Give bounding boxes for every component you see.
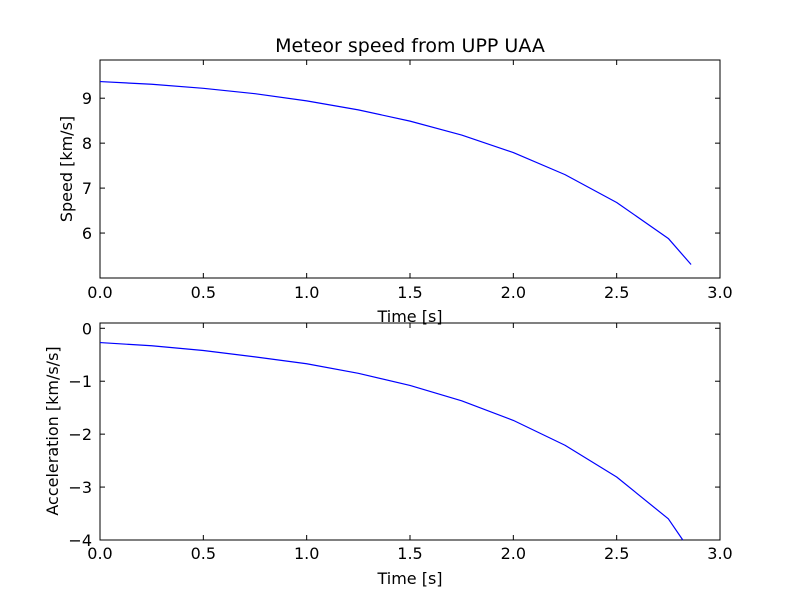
x-tick-label: 3.0 [707, 544, 732, 563]
y-axis-label: Speed [km/s] [57, 116, 76, 222]
speed-chart: 0.0 0.5 1.0 1.5 2.0 2.5 3.0 6 7 8 9 Time [s] Speed [… [57, 35, 733, 326]
x-axis-label: Time [s] [376, 307, 442, 326]
series-line [99, 80, 692, 265]
x-tick-label: 2.0 [501, 283, 526, 302]
x-tick-label: 0.5 [191, 283, 216, 302]
x-tick-label: 1.5 [397, 544, 422, 563]
y-tick-label: 8 [82, 134, 92, 153]
x-tick-label: 3.0 [707, 283, 732, 302]
y-tick-label: −1 [68, 372, 92, 391]
x-tick-label: 2.5 [604, 283, 629, 302]
x-axis-label: Time [s] [376, 569, 442, 588]
chart-title: Meteor speed from UPP UAA [275, 35, 545, 57]
acceleration-chart: 0.0 0.5 1.0 1.5 2.0 2.5 3.0 0 −1 −2 −3 −4 Time [s] Ac… [43, 319, 733, 588]
x-tick-label: 0.5 [191, 544, 216, 563]
y-tick-label: −4 [68, 531, 92, 550]
y-tick-label: 9 [82, 89, 92, 108]
y-tick-label: 7 [82, 179, 92, 198]
y-tick-label: 6 [82, 224, 92, 243]
x-tick-label: 2.5 [604, 544, 629, 563]
x-tick-label: 1.0 [294, 544, 319, 563]
x-tick-label: 1.5 [397, 283, 422, 302]
plot-frame [99, 59, 721, 279]
x-tick-label: 0.0 [87, 544, 112, 563]
x-tick-label: 2.0 [501, 544, 526, 563]
y-axis-label: Acceleration [km/s/s] [43, 346, 62, 515]
x-tick-label: 1.0 [294, 283, 319, 302]
y-tick-label: −3 [68, 478, 92, 497]
y-tick-label: 0 [82, 319, 92, 338]
plot-frame [99, 322, 721, 541]
series-line [99, 341, 684, 541]
x-tick-label: 0.0 [87, 283, 112, 302]
y-tick-label: −2 [68, 425, 92, 444]
